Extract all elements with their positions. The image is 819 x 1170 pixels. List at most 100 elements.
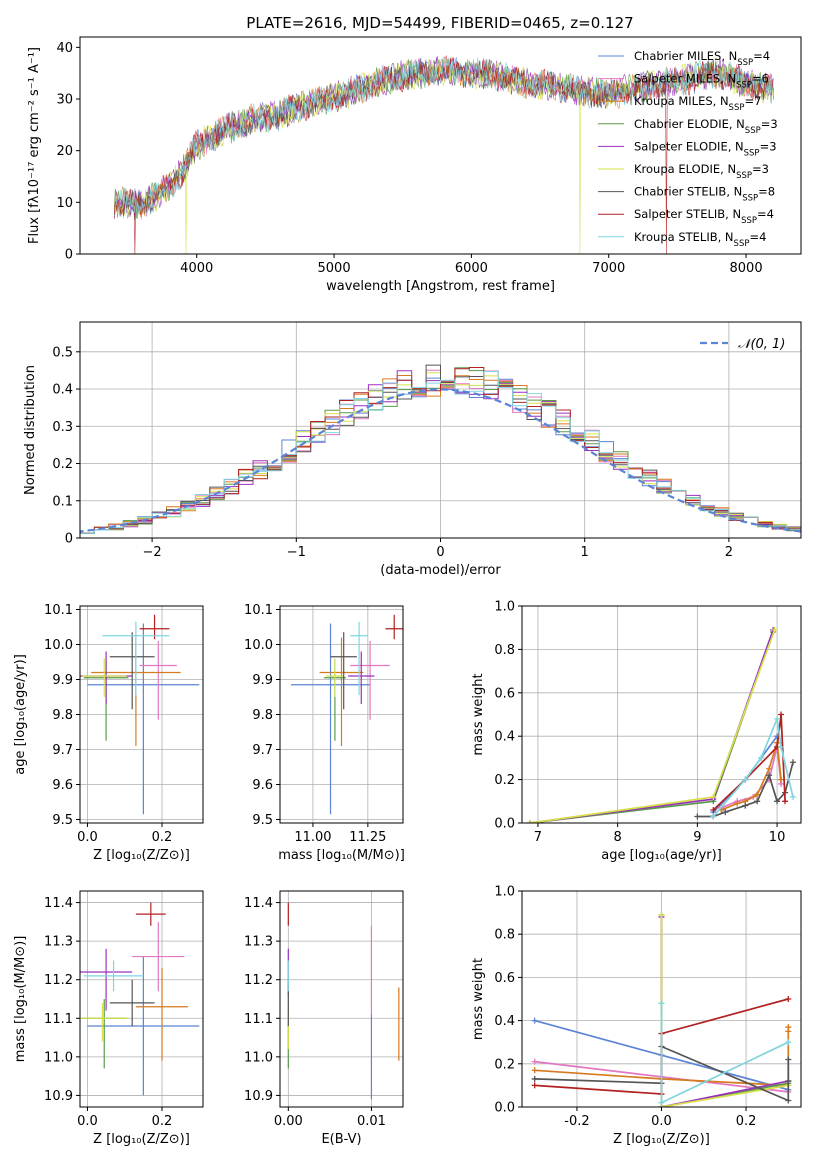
x-axis-label: wavelength [Angstrom, rest frame]	[326, 279, 555, 294]
legend-label-normal: 𝒩(0, 1)	[738, 337, 785, 352]
series-marker	[766, 772, 773, 779]
series-marker	[790, 759, 797, 766]
y-tick-label: 11.1	[244, 1012, 273, 1027]
axes-frame	[79, 890, 204, 1108]
x-axis-label: Z [log₁₀(Z/Z⊙)]	[93, 1132, 190, 1147]
plot-area	[290, 614, 403, 815]
legend: Chabrier MILES, NSSP=4 Salpeter MILES, NS…	[598, 49, 778, 249]
y-tick-label: 0.3	[52, 420, 73, 435]
series-marker	[658, 1000, 665, 1007]
errorbar-kroupa-stelib	[83, 960, 144, 992]
plot-area	[287, 902, 400, 1100]
x-axis-label: (data-model)/error	[380, 563, 501, 578]
series-marker	[778, 744, 785, 751]
plot-area	[80, 364, 801, 534]
y-axis-label: mass weight	[471, 958, 486, 1040]
chart-mass-vs-z: 0.0 0.2 10.9 11.0 11.1 11.2 11.3 11.4 Z [log₁₀(Z…	[13, 890, 204, 1147]
series-marker	[734, 800, 741, 807]
errorbar-chabrier-stelib	[109, 979, 155, 1026]
y-axis-label: mass weight	[471, 673, 486, 755]
series-marker	[658, 911, 665, 918]
x-tick-label: −2	[143, 545, 162, 560]
errorbar-salpeter-miles	[350, 641, 390, 720]
series-marker	[531, 1017, 538, 1024]
plot-area	[531, 911, 792, 1107]
x-tick-label: 0.2	[152, 1114, 173, 1129]
x-axis-label: mass [log₁₀(M/M⊙)]	[278, 848, 405, 863]
series-marker	[531, 1058, 538, 1065]
y-tick-label: 11.0	[44, 1050, 73, 1065]
x-tick-label: 0.0	[77, 830, 98, 845]
axes-frame	[521, 605, 802, 824]
axes-frame	[279, 890, 404, 1108]
plot-area	[526, 626, 797, 823]
series-line	[534, 1045, 790, 1102]
y-tick-label: 9.5	[252, 813, 273, 828]
y-tick-label: 0.4	[494, 1014, 515, 1029]
errorbar-salpeter-miles	[132, 921, 185, 992]
y-tick-label: 0	[65, 532, 73, 547]
x-tick-label: 2	[725, 545, 733, 560]
legend-label-kroupa-miles-n: Kroupa MILES, NSSP=7	[634, 94, 761, 113]
series-marker	[785, 1097, 792, 1104]
chart-residuals: −2 −1 0 1 2 0 0.1 0.2 0.3 0.4 0.5 (data-model)/erro…	[23, 321, 802, 578]
errorbar-chabrier-elodie	[81, 999, 127, 1069]
series-kroupa-stelib	[658, 1000, 792, 1106]
x-tick-label: 9	[693, 830, 701, 845]
errorbar-kroupa-stelib	[102, 621, 170, 696]
y-tick-label: 0.0	[494, 817, 515, 832]
errorbar-chabrier-miles	[87, 623, 200, 815]
series-salpeter-stelib	[710, 711, 789, 813]
y-tick-label: 9.9	[252, 673, 273, 688]
spectrum-line-kroupa-stelib	[114, 56, 774, 219]
legend-label-salpeter-miles-n: Salpeter MILES, NSSP=6	[634, 72, 769, 91]
series-marker	[771, 626, 778, 633]
series-chabrier-stelib	[694, 759, 797, 820]
y-tick-label: 10.0	[44, 638, 73, 653]
series-line	[529, 629, 776, 823]
chart-mass-vs-ebv: 0.00 0.01 10.9 11.0 11.1 11.2 11.3 11.4 E(B-V)	[244, 890, 404, 1147]
y-tick-label: 0.2	[494, 1057, 515, 1072]
x-tick-label: 0.2	[152, 830, 173, 845]
figure-title: PLATE=2616, MJD=54499, FIBERID=0465, z=0…	[246, 14, 633, 32]
y-tick-label: 11.3	[244, 935, 273, 950]
y-tick-label: 1.0	[494, 885, 515, 900]
y-tick-label: 11.2	[244, 973, 273, 988]
series-line	[712, 714, 786, 811]
x-tick-label: 8000	[730, 261, 763, 276]
axes-frame	[79, 36, 802, 255]
spectrum-line-kroupa-elodie	[114, 56, 774, 254]
series-marker	[785, 1028, 792, 1035]
x-tick-label: 11.25	[349, 830, 386, 845]
y-tick-label: 0.8	[494, 928, 515, 943]
y-tick-label: 9.6	[52, 778, 73, 793]
series-marker	[710, 813, 717, 820]
y-tick-label: 0.0	[494, 1101, 515, 1116]
histogram-kroupa-stelib	[80, 371, 801, 534]
y-tick-label: 0	[65, 248, 73, 263]
series-marker	[710, 806, 717, 813]
x-tick-label: 0.00	[274, 1114, 303, 1129]
series-kroupa-elodie	[526, 626, 778, 823]
series-marker	[785, 996, 792, 1002]
y-axis-label: Flux [fλ10⁻¹⁷ erg cm⁻² s⁻¹ A⁻¹]	[27, 47, 42, 244]
x-tick-label: 8	[614, 830, 622, 845]
errorbar-kroupa-elodie	[326, 658, 344, 697]
x-tick-label: 0	[436, 545, 444, 560]
y-tick-label: 10	[56, 196, 73, 211]
y-tick-label: 10.1	[44, 603, 73, 618]
chart-mass-weight-vs-z: -0.2 0.0 0.2 0.0 0.2 0.4 0.6 0.8 1.0 Z [log₁₀(Z/Z…	[471, 885, 802, 1147]
x-tick-label: 1	[581, 545, 589, 560]
y-tick-label: 30	[56, 93, 73, 108]
y-tick-label: 9.7	[252, 743, 273, 758]
y-tick-label: 11.3	[44, 935, 73, 950]
y-tick-label: 0.5	[52, 345, 73, 360]
errorbar-chabrier-stelib	[330, 632, 357, 710]
x-tick-label: 0.0	[77, 1114, 98, 1129]
series-marker	[658, 1099, 665, 1106]
plot-area	[80, 614, 200, 815]
y-tick-label: 9.7	[52, 743, 73, 758]
x-axis-label: Z [log₁₀(Z/Z⊙)]	[93, 848, 190, 863]
y-tick-label: 11.1	[44, 1012, 73, 1027]
